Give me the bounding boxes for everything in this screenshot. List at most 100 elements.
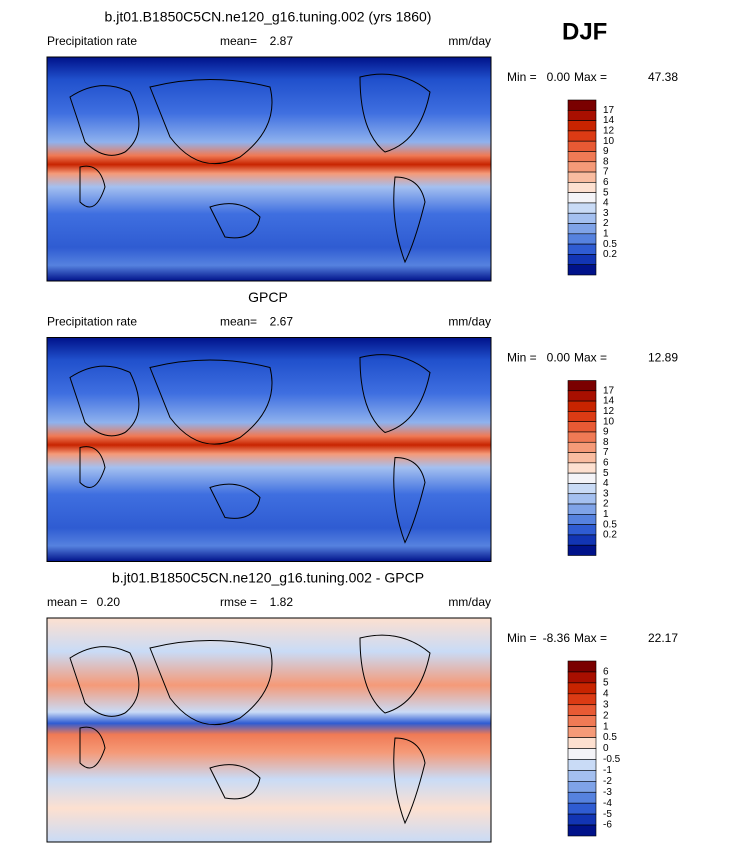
colorbar-label: 10: [603, 136, 615, 147]
coastline: [393, 456, 426, 544]
min-label: Min =: [507, 70, 537, 84]
colorbar-box: [567, 171, 597, 183]
coastline: [359, 634, 431, 714]
max-label: Max =: [574, 351, 607, 365]
colorbar-box: [567, 161, 597, 173]
colorbar-label: 9: [603, 427, 609, 438]
colorbar-label: 0.2: [603, 249, 617, 260]
colorbar-label: 5: [603, 468, 609, 479]
colorbar-box: [567, 544, 597, 556]
map: [46, 56, 492, 282]
colorbar-box: [567, 233, 597, 245]
variable-label: Precipitation rate: [47, 34, 137, 48]
colorbar-box: [567, 400, 597, 412]
colorbar-box: [567, 380, 597, 392]
season-label: DJF: [562, 18, 607, 45]
colorbar-label: 1: [603, 509, 609, 520]
stat-value: 2.87: [270, 34, 294, 48]
colorbar-label: 14: [603, 396, 615, 407]
colorbar-label: 1: [603, 228, 609, 239]
colorbar-box: [567, 524, 597, 536]
stat-label: mean=: [220, 315, 257, 329]
colorbar-label: 4: [603, 688, 609, 699]
colorbar-label: 0.5: [603, 519, 617, 530]
colorbar-label: 12: [603, 406, 615, 417]
coastline: [393, 176, 426, 264]
colorbar-box: [567, 431, 597, 443]
panel-title: b.jt01.B1850C5CN.ne120_g16.tuning.002 - …: [112, 570, 424, 586]
min-label: Min =: [507, 351, 537, 365]
colorbar-box: [567, 264, 597, 276]
colorbar-box: [567, 493, 597, 505]
colorbar-box: [567, 202, 597, 214]
colorbar-label: 17: [603, 105, 615, 116]
min-value: 0.00: [547, 351, 571, 365]
map: [46, 337, 492, 562]
colorbar-label: -5: [603, 809, 612, 820]
colorbar-label: 0.5: [603, 239, 617, 250]
coastline: [69, 85, 140, 156]
colorbar-label: 12: [603, 126, 615, 137]
colorbar-box: [567, 715, 597, 727]
coastline: [79, 726, 106, 769]
coastline: [209, 203, 261, 239]
colorbar-label: 8: [603, 156, 609, 167]
colorbar-box: [567, 151, 597, 163]
stat-label: mean=: [220, 34, 257, 48]
colorbar-label: 3: [603, 699, 609, 710]
colorbar-box: [567, 243, 597, 255]
colorbar-box: [567, 802, 597, 815]
max-label: Max =: [574, 631, 607, 645]
stat-value: 0.20: [97, 595, 121, 609]
colorbar-box: [567, 130, 597, 142]
colorbar-box: [567, 813, 597, 826]
colorbar-label: 5: [603, 187, 609, 198]
colorbar-box: [567, 726, 597, 738]
colorbar-box: [567, 109, 597, 121]
min-label: Min =: [507, 631, 537, 645]
colorbar-box: [567, 748, 597, 760]
colorbar-label: -1: [603, 765, 612, 776]
min-value: 0.00: [547, 70, 571, 84]
colorbar-label: 2: [603, 710, 609, 721]
stat-value: 2.67: [270, 315, 294, 329]
colorbar-box: [567, 462, 597, 474]
min-value: -8.36: [543, 631, 571, 645]
coastline: [209, 764, 261, 800]
colorbar-label: -3: [603, 787, 612, 798]
colorbar-box: [567, 421, 597, 433]
stat-label: mean =: [47, 595, 87, 609]
colorbar-label: 5: [603, 678, 609, 689]
colorbar-label: 6: [603, 177, 609, 188]
colorbar-box: [567, 212, 597, 224]
coastline: [209, 483, 261, 519]
colorbar-label: 1: [603, 721, 609, 732]
colorbar-box: [567, 390, 597, 402]
colorbar-label: 6: [603, 457, 609, 468]
max-value: 12.89: [648, 351, 678, 365]
colorbar-box: [567, 99, 597, 111]
colorbar-box: [567, 140, 597, 152]
colorbar-box: [567, 472, 597, 484]
coastline: [393, 737, 426, 825]
colorbar-label: 0.5: [603, 732, 617, 743]
colorbar-box: [567, 693, 597, 706]
colorbar-box: [567, 770, 597, 782]
max-label: Max =: [574, 70, 607, 84]
stat-label: rmse =: [220, 595, 257, 609]
coastline: [79, 165, 106, 208]
colorbar-box: [567, 441, 597, 453]
colorbar-label: 2: [603, 218, 609, 229]
colorbar-label: -2: [603, 776, 612, 787]
colorbar-box: [567, 737, 597, 749]
colorbar-label: 7: [603, 447, 609, 458]
colorbar-label: 17: [603, 385, 615, 396]
colorbar-label: 7: [603, 167, 609, 178]
map: [46, 617, 492, 843]
colorbar-box: [567, 534, 597, 546]
coastline: [149, 359, 273, 445]
variable-label: Precipitation rate: [47, 315, 137, 329]
colorbar-box: [567, 503, 597, 515]
colorbar-label: 0.2: [603, 530, 617, 541]
